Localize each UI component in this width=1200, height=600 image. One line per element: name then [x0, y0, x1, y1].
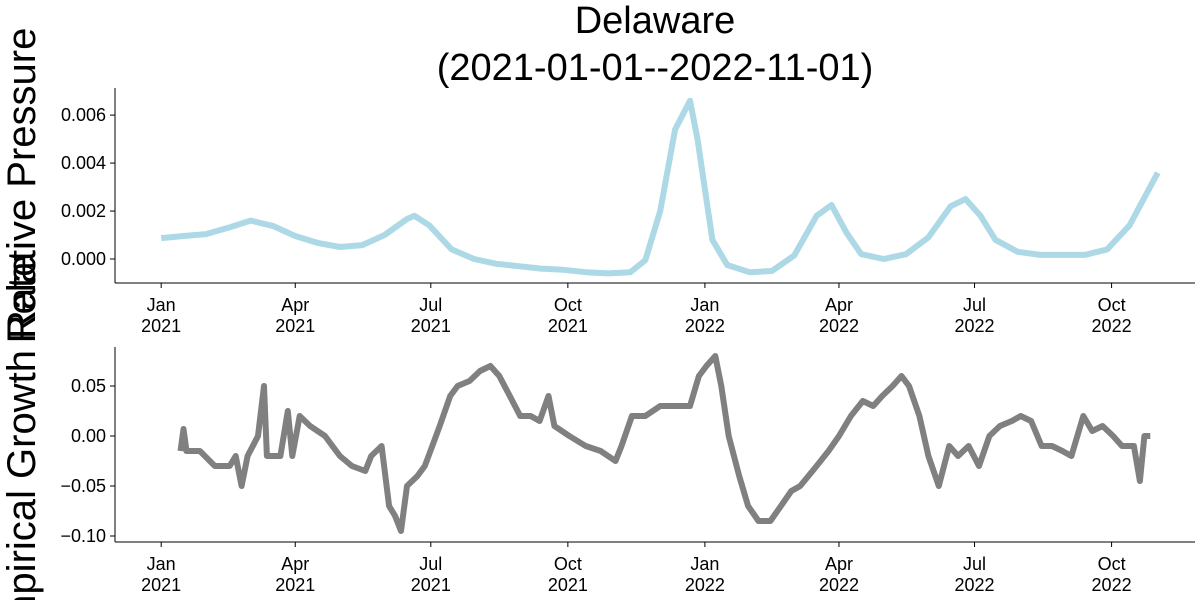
- x-tick-label: Apr 2021: [275, 295, 315, 336]
- x-tick-label: Oct 2022: [1092, 295, 1132, 336]
- y-tick-label: 0.006: [61, 105, 106, 125]
- data-line: [177, 353, 1151, 534]
- x-tick-label: Jan 2021: [141, 295, 181, 336]
- data-line: [160, 97, 1161, 277]
- chart-title: Delaware: [575, 0, 736, 42]
- y-tick-label: 0.05: [71, 376, 106, 396]
- y-axis-label: Empirical Growth Rate: [0, 254, 44, 600]
- y-tick-label: −0.10: [60, 526, 106, 546]
- y-tick-label: −0.05: [60, 476, 106, 496]
- y-tick-label: 0.00: [71, 426, 106, 446]
- x-tick-label: Jan 2021: [141, 554, 181, 595]
- x-tick-label: Jul 2022: [955, 295, 995, 336]
- x-tick-label: Apr 2021: [275, 554, 315, 595]
- x-tick-label: Apr 2022: [819, 554, 859, 595]
- x-tick-label: Jul 2021: [411, 554, 451, 595]
- x-tick-label: Oct 2021: [548, 554, 588, 595]
- y-tick-label: 0.004: [61, 153, 106, 173]
- x-tick-label: Jan 2022: [685, 554, 725, 595]
- x-tick-label: Jul 2021: [411, 295, 451, 336]
- y-axis-label: Relative Pressure: [0, 28, 44, 344]
- x-tick-label: Oct 2022: [1092, 554, 1132, 595]
- x-tick-label: Jul 2022: [955, 554, 995, 595]
- chart-subtitle: (2021-01-01--2022-11-01): [437, 47, 874, 89]
- x-tick-label: Oct 2021: [548, 295, 588, 336]
- x-tick-label: Apr 2022: [819, 295, 859, 336]
- y-tick-label: 0.000: [61, 249, 106, 269]
- y-tick-label: 0.002: [61, 201, 106, 221]
- x-tick-label: Jan 2022: [685, 295, 725, 336]
